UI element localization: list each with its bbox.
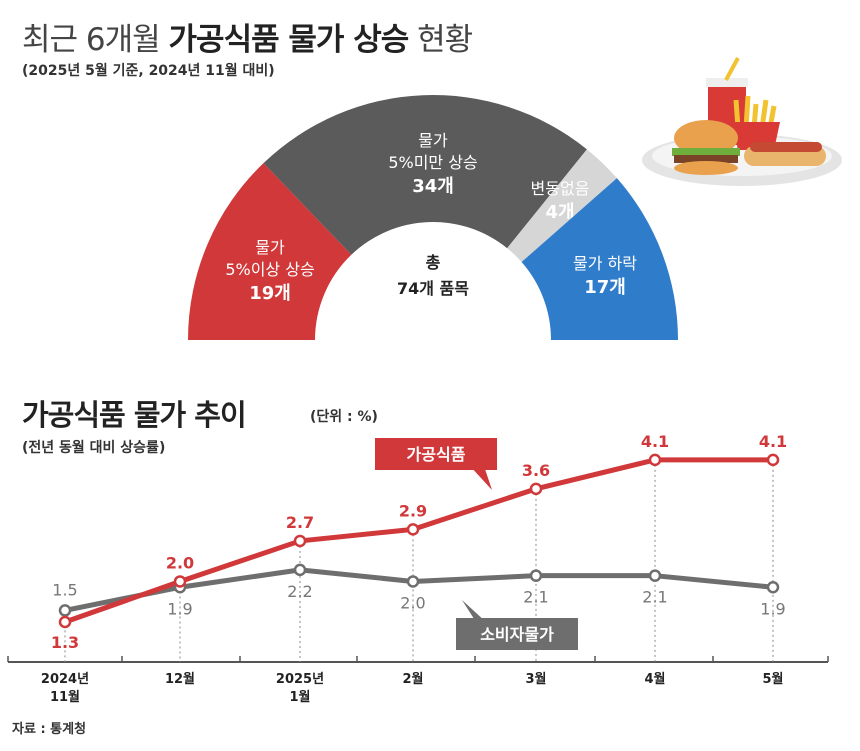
x-tick-label: 4월 <box>644 671 665 687</box>
x-tick-label: 2024년 <box>41 672 89 687</box>
data-point <box>648 453 662 467</box>
slice-label: 물가 <box>418 131 448 150</box>
slice-value: 17개 <box>584 277 626 298</box>
data-label: 1.9 <box>167 599 192 618</box>
data-point <box>293 534 307 548</box>
slice-value: 34개 <box>412 176 454 197</box>
data-label: 3.6 <box>522 461 550 480</box>
slice-value: 19개 <box>249 283 291 304</box>
data-label: 4.1 <box>641 432 669 451</box>
data-point <box>529 482 543 496</box>
slice-value: 4개 <box>545 202 574 223</box>
x-tick-label: 1월 <box>289 689 310 705</box>
data-point <box>648 569 662 582</box>
donut-slice <box>507 149 617 263</box>
data-point <box>293 563 307 577</box>
data-point <box>58 604 72 617</box>
data-label: 1.3 <box>51 633 79 652</box>
donut-center-label: 총 <box>426 253 441 272</box>
source-note: 자료 : 통계청 <box>12 722 87 737</box>
data-point <box>766 453 780 467</box>
data-label: 2.9 <box>399 501 427 520</box>
line-chart-subtitle: (전년 동월 대비 상승률) <box>22 440 166 456</box>
x-tick-label: 2025년 <box>276 672 324 687</box>
x-tick-label: 11월 <box>50 689 80 705</box>
page-subtitle: (2025년 5월 기준, 2024년 11월 대비) <box>22 63 275 79</box>
slice-label: 5%이상 상승 <box>225 260 314 279</box>
data-label: 4.1 <box>759 432 787 451</box>
donut-slice <box>263 95 587 255</box>
data-label: 1.9 <box>760 599 785 618</box>
slice-label: 물가 <box>255 238 285 257</box>
page-title: 최근 6개월 가공식품 물가 상승 현황 <box>22 22 473 58</box>
donut-slice <box>521 178 678 340</box>
data-point <box>766 581 780 594</box>
x-tick-label: 2월 <box>402 671 423 687</box>
data-label: 2.0 <box>400 593 425 612</box>
legend-cpi <box>456 618 578 650</box>
data-label: 2.1 <box>642 588 667 607</box>
x-tick-label: 5월 <box>762 671 783 687</box>
callout-pointer <box>470 466 492 490</box>
data-label: 2.7 <box>286 513 314 532</box>
line-chart-unit: (단위 : %) <box>310 409 378 425</box>
data-point <box>529 569 543 582</box>
data-label: 1.5 <box>52 580 77 599</box>
line-chart-title: 가공식품 물가 추이 <box>22 398 247 432</box>
legend-label: 가공식품 <box>407 445 466 464</box>
donut-center-label: 74개 품목 <box>397 279 469 298</box>
data-label: 2.0 <box>166 553 194 572</box>
x-tick-label: 12월 <box>165 671 195 687</box>
callout-pointer <box>462 600 486 622</box>
slice-label: 변동없음 <box>531 179 590 198</box>
slice-label: 5%미만 상승 <box>388 153 477 172</box>
data-point <box>173 575 187 588</box>
data-label: 2.2 <box>287 582 312 601</box>
slice-label: 물가 하락 <box>573 254 637 273</box>
data-point <box>406 575 420 588</box>
data-label: 2.1 <box>523 588 548 607</box>
donut-slice <box>188 163 352 340</box>
legend-label: 소비자물가 <box>480 625 554 644</box>
x-tick-label: 3월 <box>525 671 546 687</box>
data-point <box>58 615 72 629</box>
data-point <box>406 523 420 536</box>
legend-processed-food <box>375 438 497 470</box>
